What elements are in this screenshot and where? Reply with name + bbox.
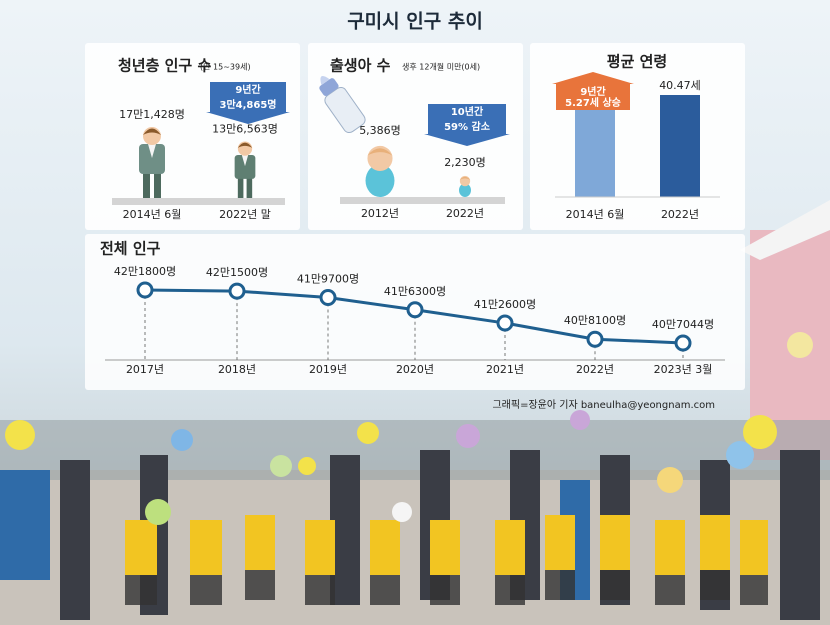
annotation-text: 5.27세 상승 (565, 96, 621, 109)
x-tick-label: 2022년 (446, 207, 484, 220)
annotation-text: 3만4,865명 (220, 98, 277, 111)
annotation-box (210, 82, 286, 112)
bar (660, 95, 700, 197)
point (674, 334, 692, 352)
value-label: 41만2600명 (474, 298, 536, 311)
bar (575, 108, 615, 197)
annotation-arrow (552, 72, 634, 84)
point (586, 330, 604, 348)
x-tick-label: 2018년 (218, 363, 256, 376)
point (496, 314, 514, 332)
x-tick-label: 2022년 말 (219, 208, 271, 221)
annotation-arrow (424, 134, 510, 146)
baby (459, 175, 471, 197)
photo-scene (0, 200, 830, 625)
chart-title: 평균 연령 (607, 53, 667, 71)
x-tick-label: 2014년 6월 (123, 208, 182, 221)
ground (340, 197, 505, 204)
value-label: 42만1800명 (114, 265, 176, 278)
annotation-arrow (206, 112, 290, 124)
chart-subtitle: 생후 12개월 미만(0세) (402, 62, 480, 72)
chart-title: 출생아 수 (330, 57, 391, 75)
x-tick-label: 2012년 (361, 207, 399, 220)
person (139, 127, 165, 198)
annotation-text: 9년간 (580, 85, 606, 98)
credit: 그래픽=장윤아 기자 baneulha@yeongnam.com (492, 399, 715, 411)
chart-title: 청년층 인구 수 (118, 57, 211, 75)
panels (85, 43, 745, 390)
point (406, 301, 424, 319)
chart-title: 전체 인구 (100, 240, 161, 258)
x-tick-label: 2022년 (576, 363, 614, 376)
annotation-box (428, 104, 506, 134)
point (136, 281, 154, 299)
baby (365, 145, 395, 197)
x-tick-label: 2017년 (126, 363, 164, 376)
x-tick-label: 2020년 (396, 363, 434, 376)
value-label: 13만6,563명 (212, 123, 278, 136)
value-label: 40만7044명 (652, 318, 714, 331)
value-label: 40.47세 (659, 79, 701, 92)
point (319, 289, 337, 307)
annotation-text: 10년간 (451, 105, 484, 118)
x-tick-label: 2022년 (661, 208, 699, 221)
value-label: 40만8100명 (564, 314, 626, 327)
ground (112, 198, 285, 205)
value-label: 41만9700명 (297, 273, 359, 286)
page-title: 구미시 인구 추이 (347, 11, 483, 33)
value-label: 2,230명 (444, 156, 486, 169)
value-label: 5,386명 (359, 124, 401, 137)
x-tick-label: 2019년 (309, 363, 347, 376)
value-label: 17만1,428명 (119, 108, 185, 121)
person (234, 141, 256, 198)
value-label: 42만1500명 (206, 266, 268, 279)
chart-subtitle: (만 15~39세) (200, 63, 251, 72)
value-label: 41만6300명 (384, 285, 446, 298)
annotation-text: 59% 감소 (444, 121, 490, 133)
annotation-text: 9년간 (235, 83, 261, 96)
bottle-icon (319, 76, 366, 134)
x-tick-label: 2023년 3월 (654, 363, 713, 376)
annotation-box (556, 84, 630, 110)
point (228, 282, 246, 300)
x-tick-label: 2021년 (486, 363, 524, 376)
x-tick-label: 2014년 6월 (566, 208, 625, 221)
